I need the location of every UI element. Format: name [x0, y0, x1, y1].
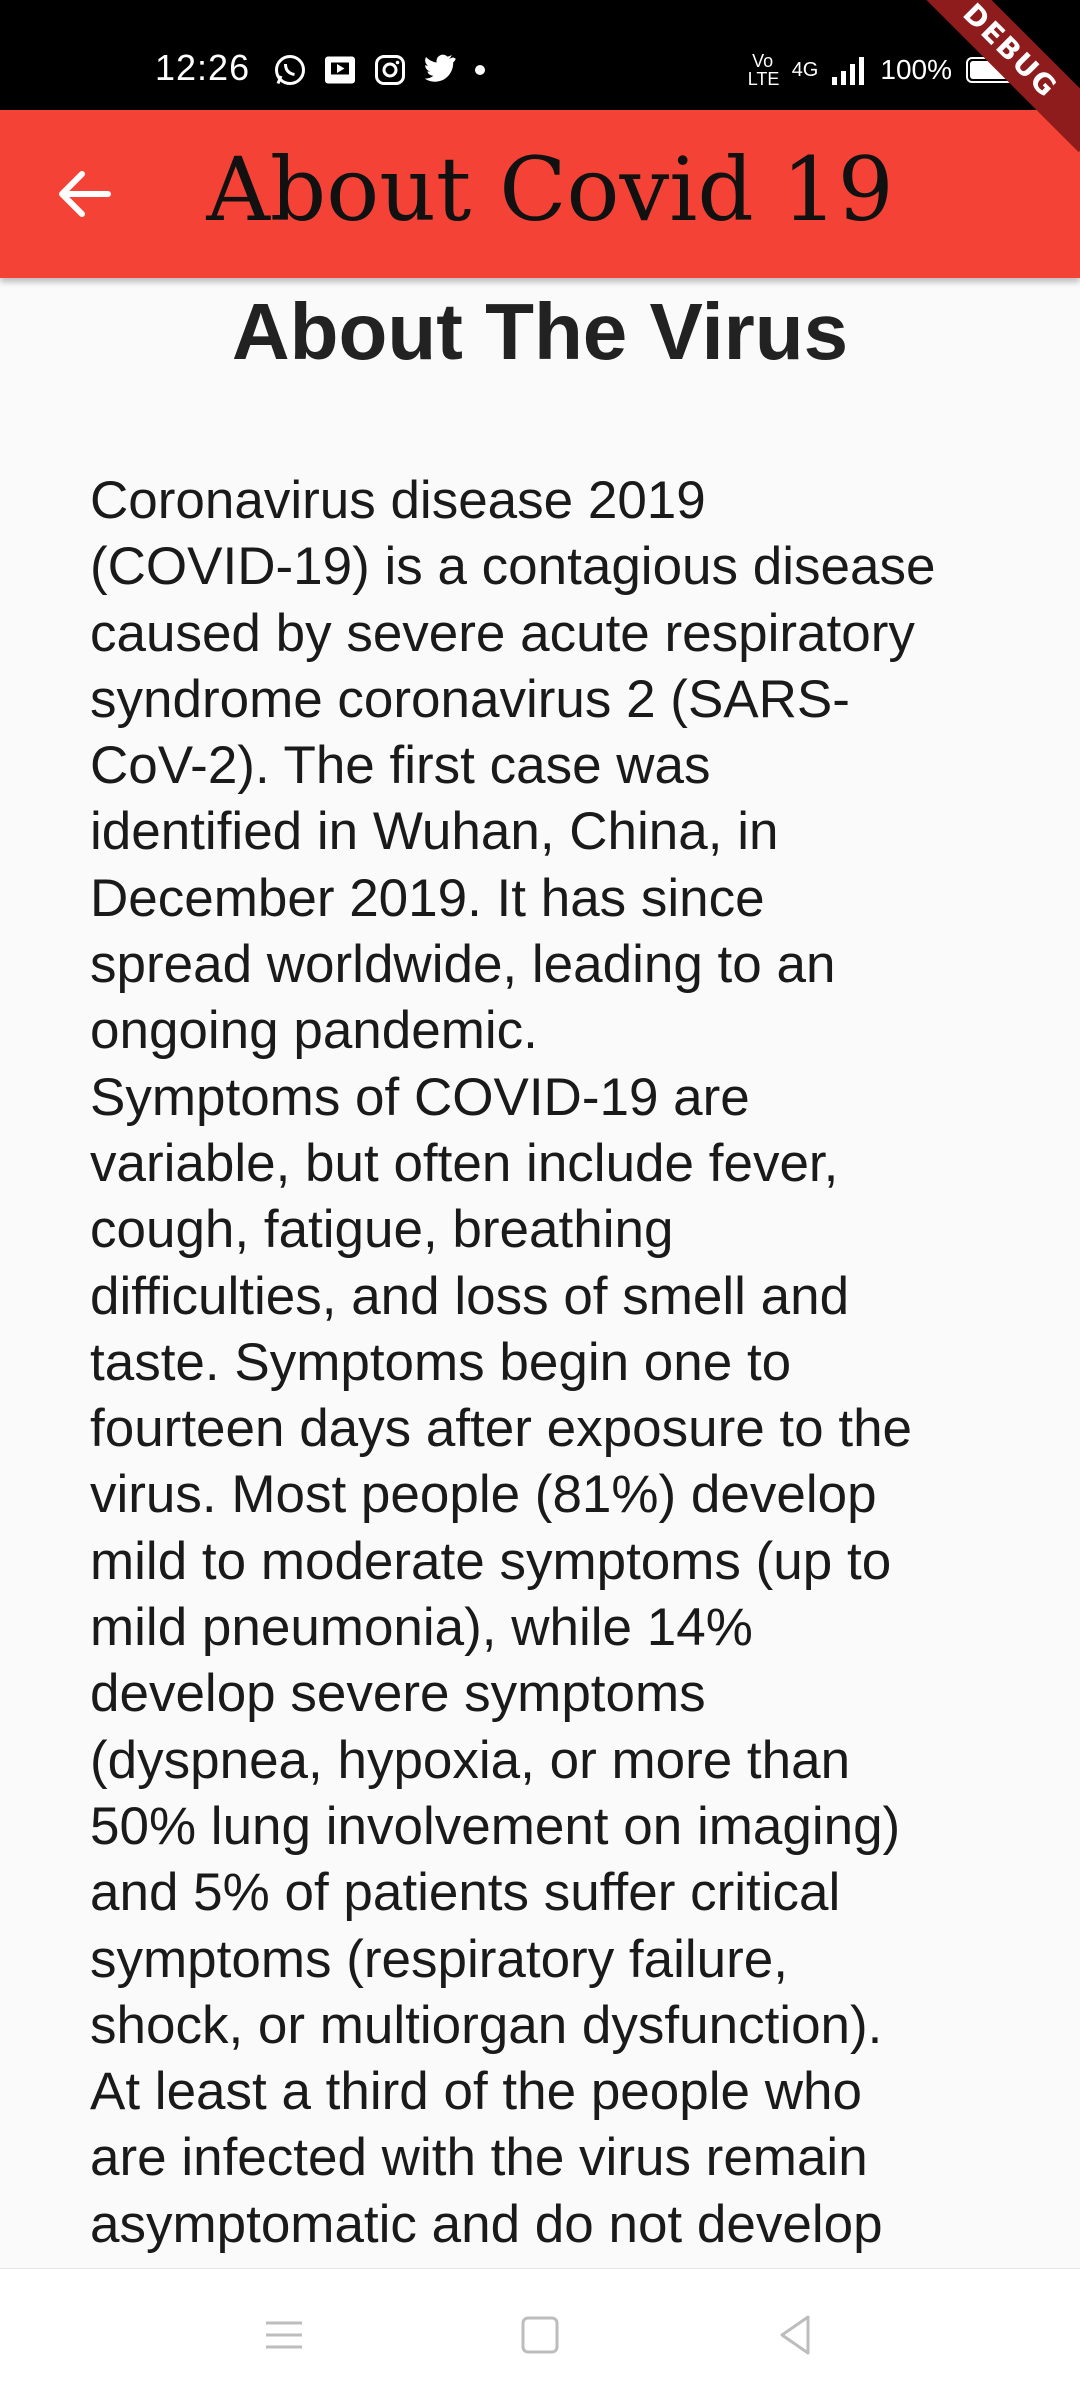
- instagram-icon: [375, 55, 405, 85]
- network-label: 4G: [791, 58, 819, 81]
- app-bar: About Covid 19: [0, 110, 1080, 278]
- status-right: Vo LTE 4G 100%: [748, 52, 1020, 88]
- content-scroll[interactable]: About The Virus Coronavirus disease 2019…: [0, 278, 1080, 2268]
- twitter-icon: [424, 54, 456, 82]
- page-title: About Covid 19: [206, 138, 894, 241]
- menu-icon[interactable]: [258, 2309, 310, 2361]
- status-bar: 12:26 Vo LTE 4G: [0, 0, 1080, 110]
- volte-label: Vo LTE: [747, 51, 780, 89]
- back-triangle-icon[interactable]: [770, 2309, 822, 2361]
- section-heading: About The Virus: [231, 287, 849, 376]
- notification-icons: [272, 52, 488, 88]
- battery-percent: 100%: [880, 54, 952, 85]
- home-square-icon[interactable]: [514, 2309, 566, 2361]
- system-nav-bar: [0, 2268, 1080, 2401]
- dot-icon: [475, 65, 485, 75]
- whatsapp-icon: [275, 55, 305, 85]
- status-time: 12:26: [155, 47, 251, 88]
- arrow-left-icon[interactable]: [44, 154, 124, 234]
- article-body: Coronavirus disease 2019 (COVID-19) is a…: [90, 471, 936, 2254]
- media-icon: [325, 56, 355, 84]
- signal-icon: [832, 57, 865, 85]
